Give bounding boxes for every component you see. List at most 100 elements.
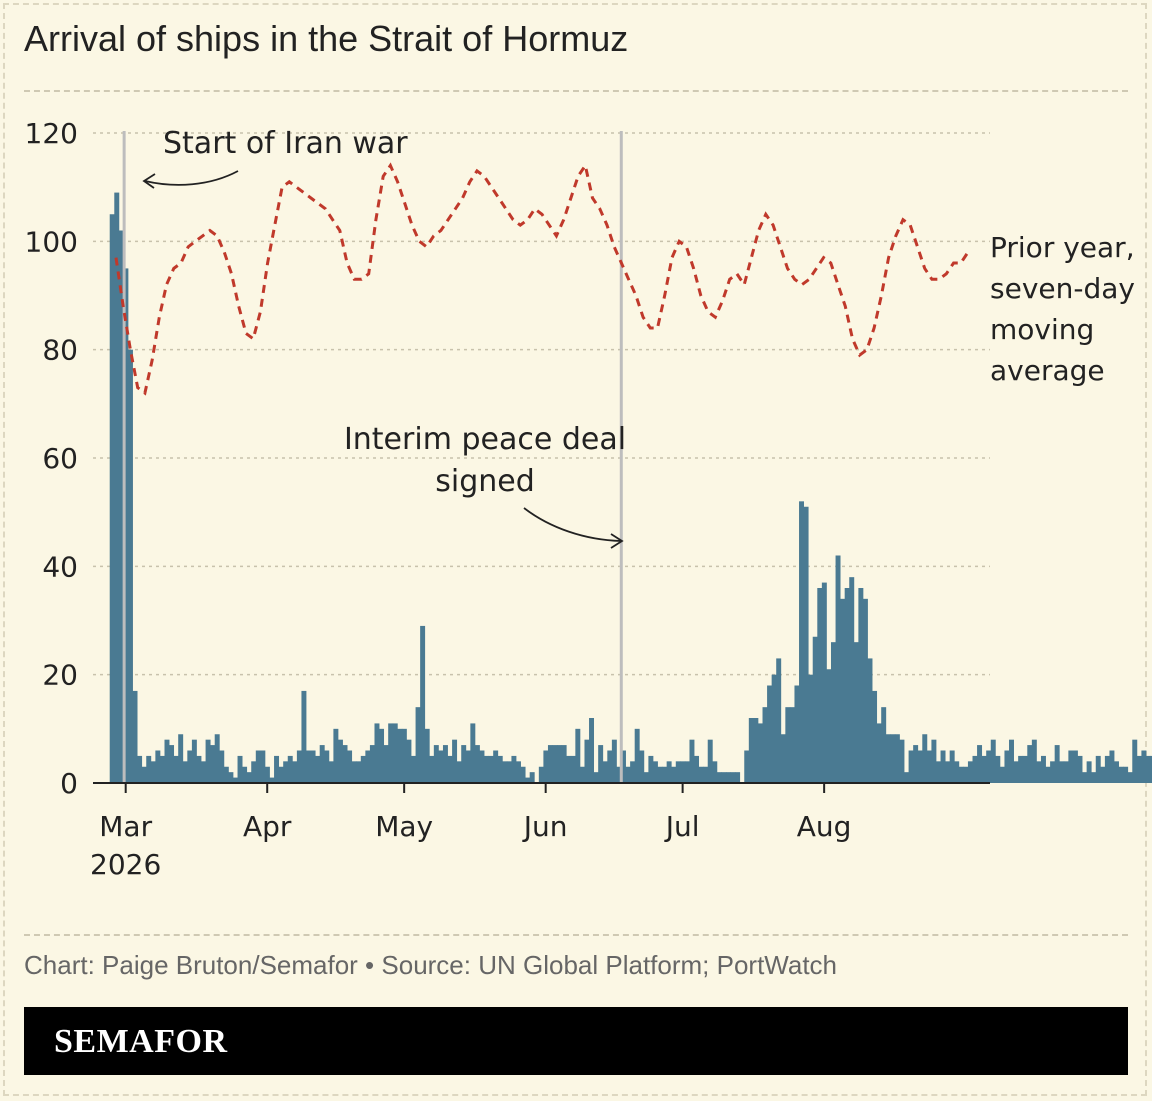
bar (675, 761, 681, 783)
bar (1127, 772, 1133, 783)
bar (666, 761, 672, 783)
bar-series (109, 192, 1152, 784)
bar (808, 674, 814, 783)
y-tick-label-120: 120 (25, 117, 78, 150)
bar (862, 598, 868, 783)
prior-year-label: Prior year, seven-day moving average (990, 231, 1135, 387)
bar (707, 739, 713, 783)
x-tick-sublabel: 2026 (90, 848, 161, 881)
bar (127, 349, 133, 783)
bar (502, 761, 508, 783)
bar (972, 755, 978, 783)
brand-logo: SEMAFOR (54, 1023, 228, 1060)
bar (744, 750, 750, 783)
bar (767, 685, 773, 783)
bar (990, 739, 996, 783)
bar (630, 761, 636, 783)
bar (1132, 739, 1138, 783)
chart-title: Arrival of ships in the Strait of Hormuz (24, 18, 629, 59)
bar (817, 588, 823, 783)
bar (830, 642, 836, 783)
bar (926, 750, 932, 783)
bar (529, 772, 535, 783)
bar (315, 755, 321, 783)
bar (538, 766, 544, 783)
bar (671, 766, 677, 783)
bar (1022, 755, 1028, 783)
bar (324, 750, 330, 783)
bar (406, 739, 412, 783)
bar (703, 766, 709, 783)
bar (954, 761, 960, 783)
bar (616, 766, 622, 783)
bar (684, 761, 690, 783)
bar (169, 745, 175, 783)
bar (1109, 750, 1115, 783)
x-tick-label: Jul (664, 810, 700, 843)
bar (853, 642, 859, 783)
bar (269, 777, 275, 783)
bar (465, 750, 471, 783)
bar (721, 772, 727, 783)
y-tick-label-100: 100 (25, 225, 78, 258)
annotation-war-arrow (144, 170, 239, 186)
y-tick-label-20: 20 (42, 659, 78, 692)
bar (301, 690, 307, 783)
bar (812, 636, 818, 783)
bar (1045, 766, 1051, 783)
bar (561, 745, 567, 783)
bar (1004, 750, 1010, 783)
bar (917, 750, 923, 783)
bar (333, 728, 339, 783)
bar (940, 750, 946, 783)
bar (488, 755, 494, 783)
bar (689, 739, 695, 783)
bar (274, 755, 280, 783)
bar (1009, 739, 1014, 783)
bar (429, 755, 435, 783)
bar (283, 761, 289, 783)
bar (365, 750, 371, 783)
bar (694, 755, 700, 783)
bar (931, 739, 937, 783)
bar (1077, 755, 1083, 783)
bar (598, 745, 604, 783)
bar (648, 755, 654, 783)
bar (981, 755, 987, 783)
bar (890, 734, 896, 783)
bar (1018, 755, 1024, 783)
annotation-peace-label: Interim peace deal (344, 422, 626, 457)
bar (935, 761, 941, 783)
bar (497, 755, 503, 783)
bar (771, 674, 777, 783)
bar (484, 755, 490, 783)
bar (118, 230, 124, 783)
y-tick-label-80: 80 (42, 334, 78, 367)
bar (680, 761, 686, 783)
bar (712, 761, 718, 783)
bar (164, 739, 170, 783)
bar (433, 745, 439, 783)
x-tick-label: May (375, 810, 433, 843)
bar (945, 761, 951, 783)
bar (1054, 745, 1060, 783)
footer-divider (24, 934, 1128, 936)
bar (493, 750, 499, 783)
annotation-peace-arrow (523, 507, 622, 542)
bar (219, 750, 225, 783)
y-tick-label-40: 40 (42, 550, 78, 583)
brand-bar: SEMAFOR (24, 1007, 1128, 1075)
x-tick-label: Jun (522, 810, 568, 843)
bar (634, 728, 640, 783)
bar (1013, 761, 1019, 783)
bar (799, 501, 804, 783)
y-tick-label-60: 60 (42, 442, 78, 475)
bar (114, 192, 120, 784)
bar (347, 750, 353, 783)
event-lines (122, 131, 623, 783)
bar (123, 268, 129, 784)
bar (1091, 772, 1097, 783)
bar (438, 750, 444, 783)
bar (1095, 755, 1101, 783)
bar (949, 750, 955, 783)
